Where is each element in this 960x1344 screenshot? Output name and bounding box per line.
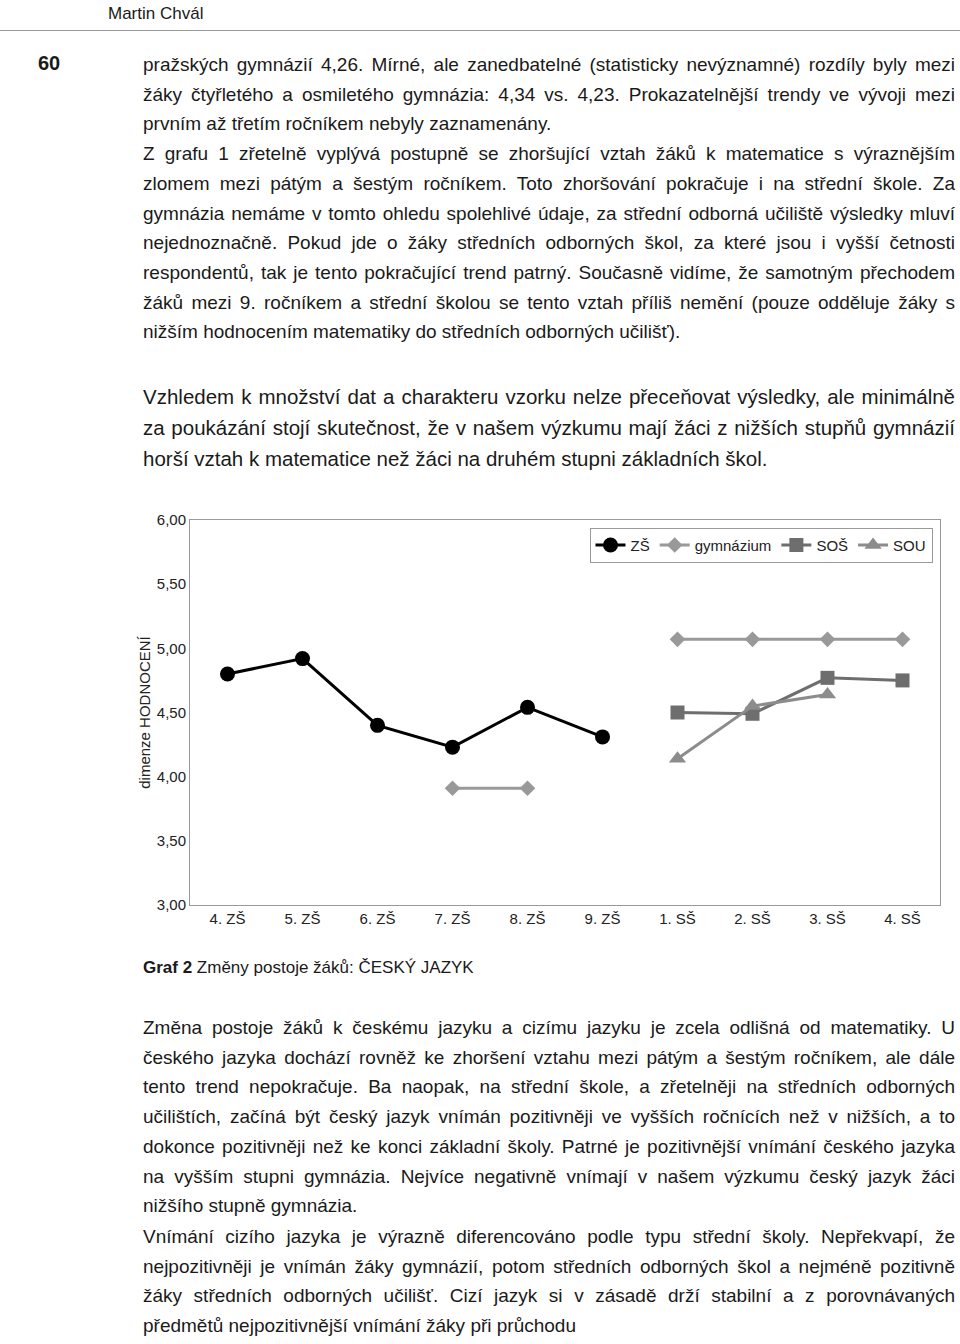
svg-text:4. ZŠ: 4. ZŠ bbox=[210, 910, 246, 927]
svg-text:3,50: 3,50 bbox=[157, 832, 186, 849]
svg-text:dimenze HODNOCENÍ: dimenze HODNOCENÍ bbox=[136, 635, 153, 788]
svg-text:7. ZŠ: 7. ZŠ bbox=[435, 910, 471, 927]
svg-text:3,00: 3,00 bbox=[157, 896, 186, 913]
html-text:60: 60 bbox=[38, 52, 61, 74]
svg-text:5,50: 5,50 bbox=[157, 575, 186, 592]
svg-text:5,00: 5,00 bbox=[157, 640, 186, 657]
svg-text:2. SŠ: 2. SŠ bbox=[734, 910, 771, 927]
svg-text:1. SŠ: 1. SŠ bbox=[659, 910, 696, 927]
html-text:Změna postoje žáků k českému j: Změna postoje žáků k českému jazyku a ci… bbox=[143, 1017, 955, 1217]
svg-text:4. SŠ: 4. SŠ bbox=[884, 910, 921, 927]
svg-text:8. ZŠ: 8. ZŠ bbox=[510, 910, 546, 927]
svg-text:gymnázium: gymnázium bbox=[695, 537, 772, 554]
svg-text:3. SŠ: 3. SŠ bbox=[809, 910, 846, 927]
html-text:Graf 2 Změny postoje žáků: ČES: Graf 2 Změny postoje žáků: ČESKÝ JAZYK bbox=[143, 958, 474, 977]
svg-text:SOŠ: SOŠ bbox=[816, 537, 848, 554]
html-text:Vzhledem k množství dat a char: Vzhledem k množství dat a charakteru vzo… bbox=[143, 385, 955, 470]
svg-text:4,50: 4,50 bbox=[157, 704, 186, 721]
svg-text:5. ZŠ: 5. ZŠ bbox=[285, 910, 321, 927]
html-text:pražských gymnázií 4,26. Mírné: pražských gymnázií 4,26. Mírné, ale zane… bbox=[143, 54, 955, 135]
svg-text:ZŠ: ZŠ bbox=[631, 537, 650, 554]
html-text:Z grafu 1 zřetelně vyplývá pos: Z grafu 1 zřetelně vyplývá postupně se z… bbox=[143, 143, 955, 343]
html-text:Vnímání cizího jazyka je výraz: Vnímání cizího jazyka je výrazně diferen… bbox=[143, 1226, 955, 1337]
svg-text:4,00: 4,00 bbox=[157, 768, 186, 785]
html-text:Martin Chvál: Martin Chvál bbox=[108, 4, 204, 23]
svg-text:9. ZŠ: 9. ZŠ bbox=[585, 910, 621, 927]
svg-text:6,00: 6,00 bbox=[157, 511, 186, 528]
svg-text:6. ZŠ: 6. ZŠ bbox=[360, 910, 396, 927]
svg-text:SOU: SOU bbox=[893, 537, 926, 554]
